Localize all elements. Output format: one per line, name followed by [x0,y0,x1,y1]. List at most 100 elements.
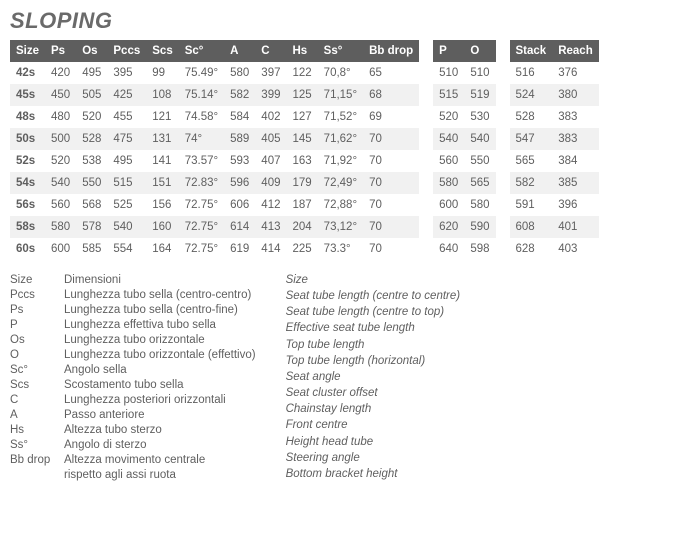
glossary-key: Scs [10,379,64,391]
table-cell: 580 [433,172,464,194]
glossary-value: Scostamento tubo sella [64,379,184,391]
table-cell: 65 [363,62,419,84]
glossary-value: Chainstay length [286,403,372,416]
glossary-row: rispetto agli assi ruota [10,469,256,481]
table-cell: 528 [76,128,107,150]
glossary-value: Angolo sella [64,364,127,376]
table-row: 45s45050542510875.14°58239912571,15°68 [10,84,419,106]
table-cell: 412 [255,194,286,216]
glossary-value: Height head tube [286,436,374,449]
glossary-row: Seat angle [286,371,461,384]
table-cell: 121 [146,106,178,128]
column-header: Reach [552,40,599,62]
glossary-row: Height head tube [286,436,461,449]
glossary-key: Os [10,334,64,346]
table-cell: 73.57° [179,150,224,172]
table-cell: 108 [146,84,178,106]
table-cell: 584 [224,106,255,128]
page-title: SLOPING [10,8,690,34]
glossary-row: Seat cluster offset [286,387,461,400]
glossary-row: Top tube length (horizontal) [286,355,461,368]
column-header: Bb drop [363,40,419,62]
glossary-row: OsLunghezza tubo orizzontale [10,334,256,346]
table-cell: 376 [552,62,599,84]
table-cell: 480 [45,106,76,128]
glossary-row: SizeDimensioni [10,274,256,286]
glossary-value: Top tube length [286,339,365,352]
table-cell: 515 [107,172,146,194]
table-cell: 156 [146,194,178,216]
table-cell: 383 [552,106,599,128]
glossary-value: Altezza tubo sterzo [64,424,162,436]
table-row: 640598 [433,238,495,260]
table-cell: 403 [552,238,599,260]
table-cell: 74° [179,128,224,150]
glossary-row: PLunghezza effettiva tubo sella [10,319,256,331]
column-header: Os [76,40,107,62]
table-cell: 640 [433,238,464,260]
glossary-key: C [10,394,64,406]
table-cell: 75.14° [179,84,224,106]
table-row: 620590 [433,216,495,238]
table-cell: 550 [464,150,495,172]
table-cell: 510 [433,62,464,84]
table-cell: 414 [255,238,286,260]
table-cell: 500 [45,128,76,150]
glossary-row: APasso anteriore [10,409,256,421]
table-cell: 540 [107,216,146,238]
table-cell: 71,15° [318,84,363,106]
table-cell: 225 [286,238,317,260]
table-row: 58s58057854016072.75°61441320473,12°70 [10,216,419,238]
glossary-value: Seat tube length (centre to top) [286,306,445,319]
glossary-value: Bottom bracket height [286,468,398,481]
table-cell: 399 [255,84,286,106]
table-cell: 593 [224,150,255,172]
table-cell: 151 [146,172,178,194]
table-cell: 204 [286,216,317,238]
table-cell: 580 [45,216,76,238]
table-cell: 72.75° [179,238,224,260]
glossary-key: O [10,349,64,361]
table-row: 608401 [510,216,599,238]
table-cell: 589 [224,128,255,150]
table-cell: 74.58° [179,106,224,128]
glossary-value: Passo anteriore [64,409,145,421]
table-cell: 540 [45,172,76,194]
table-row: 520530 [433,106,495,128]
table-cell: 540 [433,128,464,150]
table-cell: 591 [510,194,553,216]
table-cell: 520 [433,106,464,128]
table-row: 582385 [510,172,599,194]
column-header: Sc° [179,40,224,62]
table-cell: 71,52° [318,106,363,128]
stack-reach-table: StackReach516376524380528383547383565384… [510,40,599,260]
table-cell: 73.3° [318,238,363,260]
table-row: 565384 [510,150,599,172]
po-table: PO51051051551952053054054056055058056560… [433,40,495,260]
table-cell: 600 [45,238,76,260]
table-row: 50s50052847513174°58940514571,62°70 [10,128,419,150]
table-cell: 70 [363,150,419,172]
glossary-value: rispetto agli assi ruota [64,469,176,481]
glossary-key: Size [10,274,64,286]
table-cell: 530 [464,106,495,128]
table-cell: 70 [363,238,419,260]
table-row: 54s54055051515172.83°59640917972,49°70 [10,172,419,194]
table-cell: 550 [76,172,107,194]
table-cell: 401 [552,216,599,238]
table-row: 547383 [510,128,599,150]
table-cell: 72.75° [179,194,224,216]
table-cell: 540 [464,128,495,150]
table-cell: 580 [464,194,495,216]
table-cell: 455 [107,106,146,128]
glossary-key: Pccs [10,289,64,301]
table-cell: 71,92° [318,150,363,172]
column-header: O [464,40,495,62]
table-cell: 163 [286,150,317,172]
table-row: 591396 [510,194,599,216]
table-cell: 70 [363,172,419,194]
table-cell: 407 [255,150,286,172]
glossary-row: Size [286,274,461,287]
table-cell: 547 [510,128,553,150]
table-cell: 608 [510,216,553,238]
